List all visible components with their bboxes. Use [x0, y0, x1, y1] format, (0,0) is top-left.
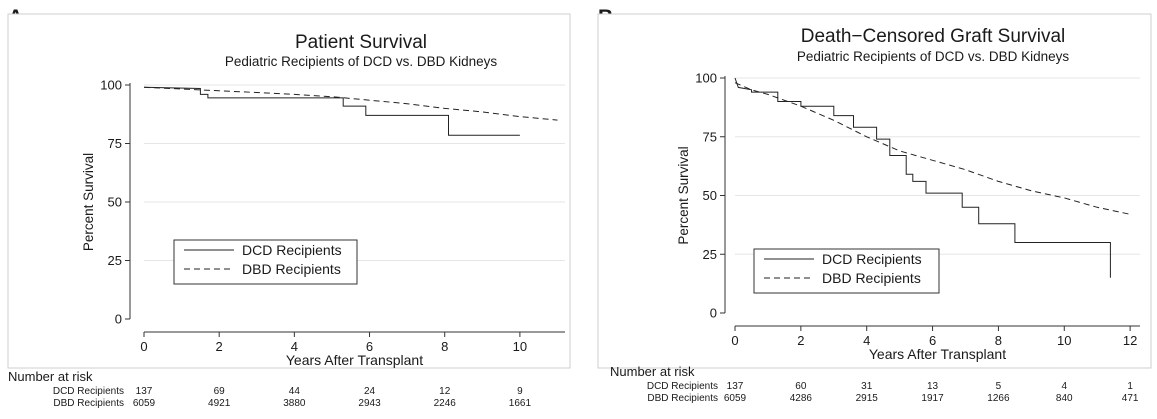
- risk-value: 4921: [208, 398, 231, 409]
- chart-subtitle: Pediatric Recipients of DCD vs. DBD Kidn…: [797, 49, 1070, 64]
- legend-label: DBD Recipients: [822, 270, 921, 286]
- y-tick-label: 0: [115, 312, 122, 327]
- legend-box: [753, 248, 940, 294]
- risk-table-header: Number at risk: [610, 364, 695, 379]
- y-tick-label: 50: [703, 188, 717, 203]
- risk-value: 1266: [987, 393, 1010, 404]
- y-tick-label: 100: [100, 78, 122, 93]
- risk-value: 137: [727, 381, 744, 392]
- y-tick-label: 0: [710, 306, 717, 321]
- chart-title: Death−Censored Graft Survival: [801, 26, 1066, 47]
- x-tick-label: 6: [366, 339, 373, 354]
- series-line-solid: [143, 86, 520, 136]
- x-tick-label: 8: [441, 339, 448, 354]
- risk-value: 6059: [133, 398, 156, 409]
- x-tick-label: 10: [513, 339, 527, 354]
- risk-row-label: DBD Recipients: [647, 393, 718, 404]
- x-axis-label: Years After Transplant: [286, 352, 423, 368]
- risk-value: 2246: [434, 398, 457, 409]
- risk-value: 4286: [790, 393, 813, 404]
- x-tick-label: 4: [291, 339, 298, 354]
- risk-row-label: DCD Recipients: [647, 381, 718, 392]
- x-tick-label: 2: [216, 339, 223, 354]
- risk-value: 1661: [509, 398, 532, 409]
- y-tick-label: 50: [108, 195, 122, 210]
- x-tick-label: 0: [140, 339, 147, 354]
- chart-subtitle: Pediatric Recipients of DCD vs. DBD Kidn…: [225, 54, 498, 69]
- x-tick-label: 12: [1123, 333, 1137, 348]
- risk-value: 1: [1127, 381, 1133, 392]
- risk-value: 12: [439, 386, 451, 397]
- x-tick-label: 6: [929, 333, 936, 348]
- risk-value: 6059: [724, 393, 747, 404]
- chart-frame: [597, 13, 1152, 369]
- x-tick-label: 0: [731, 333, 738, 348]
- risk-row-label: DCD Recipients: [53, 386, 124, 397]
- x-tick-label: 8: [995, 333, 1002, 348]
- risk-value: 44: [289, 386, 301, 397]
- series-line-dashed: [143, 86, 558, 121]
- legend-label: DCD Recipients: [822, 251, 922, 267]
- y-tick-label: 75: [703, 129, 717, 144]
- risk-value: 5: [996, 381, 1002, 392]
- risk-value: 2915: [856, 393, 879, 404]
- risk-row-label: DBD Recipients: [53, 398, 124, 409]
- risk-value: 4: [1061, 381, 1067, 392]
- y-tick-label: 75: [108, 136, 122, 151]
- legend-label: DCD Recipients: [242, 242, 342, 258]
- risk-value: 13: [927, 381, 939, 392]
- series-line-dashed: [734, 82, 1131, 215]
- risk-value: 471: [1122, 393, 1139, 404]
- y-tick-label: 100: [695, 71, 717, 86]
- risk-value: 840: [1056, 393, 1073, 404]
- risk-value: 31: [861, 381, 873, 392]
- risk-value: 1917: [921, 393, 944, 404]
- series-line-solid: [734, 77, 1111, 278]
- risk-value: 9: [517, 386, 523, 397]
- risk-value: 24: [364, 386, 376, 397]
- legend-label: DBD Recipients: [242, 261, 341, 277]
- y-axis-label: Percent Survival: [676, 146, 691, 244]
- x-axis-label: Years After Transplant: [869, 346, 1006, 362]
- panel-b: B Death−Censored Graft SurvivalPediatric…: [590, 0, 1157, 419]
- x-tick-label: 2: [797, 333, 804, 348]
- x-tick-label: 10: [1057, 333, 1071, 348]
- risk-value: 3880: [283, 398, 306, 409]
- legend-box: [173, 239, 358, 285]
- y-tick-label: 25: [703, 247, 717, 262]
- graft-survival-chart: Death−Censored Graft Survival Pediatric R…: [597, 13, 1152, 404]
- x-tick-label: 4: [863, 333, 870, 348]
- risk-value: 2943: [358, 398, 381, 409]
- risk-value: 60: [795, 381, 807, 392]
- risk-table-header: Number at risk: [8, 369, 93, 384]
- chart-title: Patient Survival: [295, 32, 427, 53]
- risk-value: 69: [214, 386, 226, 397]
- chart-frame: [7, 13, 571, 369]
- y-tick-label: 25: [108, 253, 122, 268]
- y-axis-label: Percent Survival: [81, 153, 96, 251]
- risk-value: 137: [136, 386, 153, 397]
